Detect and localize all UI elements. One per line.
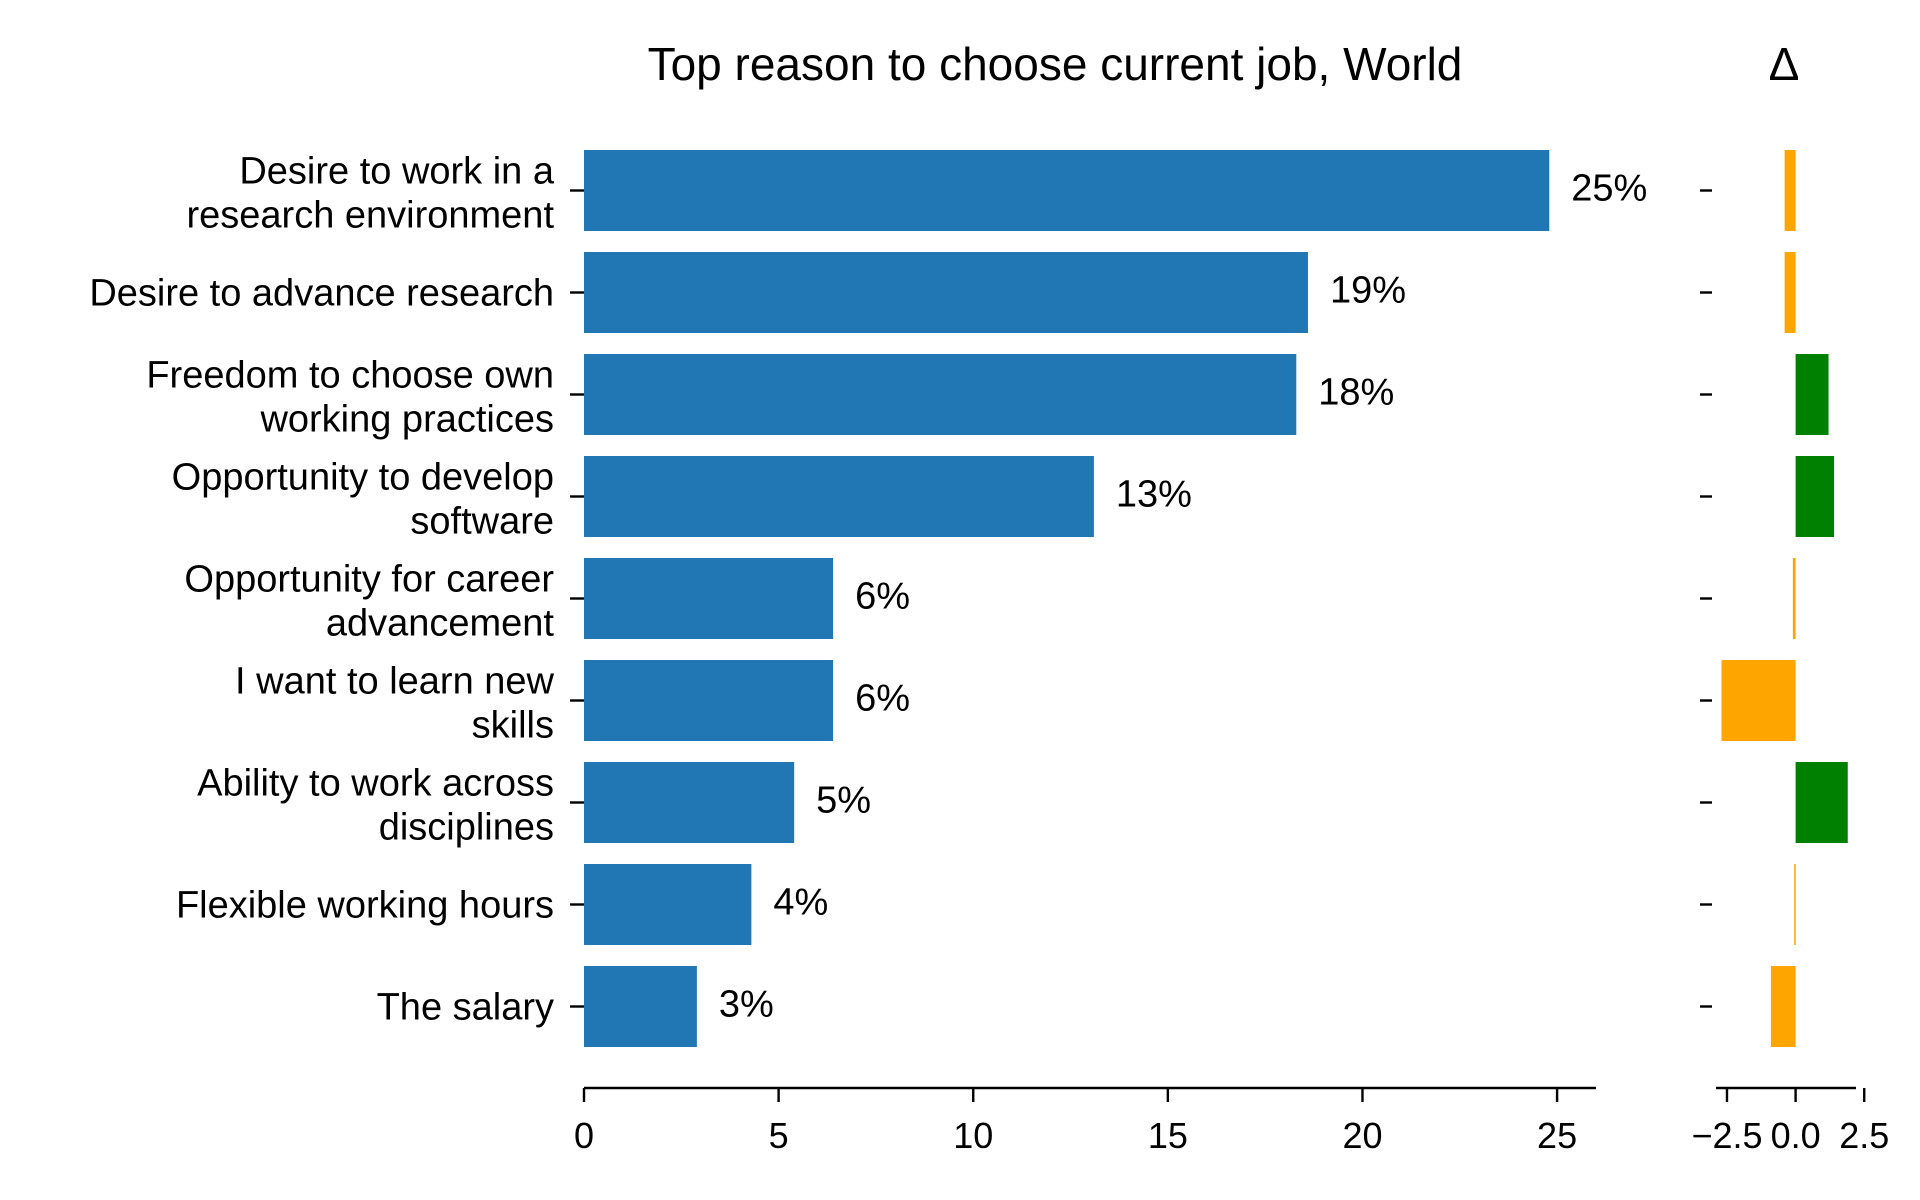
- delta-bar: [1792, 558, 1796, 639]
- delta-bar: [1770, 966, 1796, 1047]
- delta-bar: [1784, 252, 1796, 333]
- delta-bar: [1795, 456, 1835, 537]
- category-label: Opportunity to develop software: [172, 457, 554, 543]
- main-x-tick-label: 20: [1342, 1115, 1382, 1156]
- delta-x-tick-label: −2.5: [1691, 1115, 1762, 1156]
- main-x-tick-label: 0: [574, 1115, 594, 1156]
- delta-bar-chart: −2.5 0.0 2.5: [1691, 150, 1889, 1156]
- main-x-tick-label: 5: [769, 1115, 789, 1156]
- category-label: I want to learn new skills: [235, 661, 555, 747]
- main-bar: [584, 456, 1094, 537]
- category-label-line: software: [410, 501, 554, 543]
- value-label: 19%: [1330, 270, 1406, 312]
- value-label: 6%: [855, 678, 910, 720]
- category-label-line: Ability to work across: [197, 763, 554, 805]
- value-label: 6%: [855, 576, 910, 618]
- category-label-line: Flexible working hours: [176, 885, 554, 927]
- delta-x-tick-label: 2.5: [1839, 1115, 1889, 1156]
- category-label-line: working practices: [259, 399, 554, 441]
- category-label: The salary: [377, 987, 554, 1029]
- category-label: Freedom to choose own working practices: [146, 355, 554, 441]
- category-label-line: I want to learn new: [235, 661, 555, 703]
- main-bar: [584, 354, 1297, 435]
- value-label: 18%: [1318, 372, 1394, 414]
- value-label: 25%: [1571, 168, 1647, 210]
- value-label: 3%: [719, 984, 774, 1026]
- main-bar: [584, 558, 834, 639]
- delta-bar: [1795, 762, 1848, 843]
- delta-bar: [1795, 354, 1829, 435]
- category-label: Desire to work in a research environment: [186, 151, 554, 237]
- category-label: Opportunity for career advancement: [184, 559, 554, 645]
- category-label-line: research environment: [186, 195, 554, 237]
- delta-chart-title: Δ: [1769, 38, 1800, 90]
- main-bar: [584, 864, 752, 945]
- main-x-tick-label: 10: [953, 1115, 993, 1156]
- category-label: Ability to work across disciplines: [197, 763, 554, 849]
- category-label-line: Desire to work in a: [239, 151, 555, 193]
- category-label-line: Desire to advance research: [89, 273, 554, 315]
- main-x-tick-label: 25: [1537, 1115, 1577, 1156]
- value-label: 13%: [1116, 474, 1192, 516]
- category-label-line: Freedom to choose own: [146, 355, 554, 397]
- value-label: 4%: [773, 882, 828, 924]
- delta-bar: [1721, 660, 1796, 741]
- category-label-line: The salary: [377, 987, 554, 1029]
- category-label-line: advancement: [326, 603, 555, 645]
- delta-bar: [1794, 864, 1796, 945]
- category-label-line: Opportunity for career: [184, 559, 554, 601]
- main-x-tick-label: 15: [1148, 1115, 1188, 1156]
- value-label: 5%: [816, 780, 871, 822]
- category-label-line: disciplines: [379, 807, 554, 849]
- main-bar: [584, 966, 697, 1047]
- main-bar: [584, 762, 795, 843]
- delta-bar: [1784, 150, 1796, 231]
- category-label: Flexible working hours: [176, 885, 554, 927]
- main-bar-chart: Desire to work in a research environment 2…: [89, 150, 1647, 1156]
- chart-title: Top reason to choose current job, World: [648, 38, 1463, 90]
- main-bar: [584, 252, 1308, 333]
- main-bar: [584, 660, 834, 741]
- delta-x-tick-label: 0.0: [1771, 1115, 1821, 1156]
- category-label: Desire to advance research: [89, 273, 554, 315]
- main-bar: [584, 150, 1550, 231]
- category-label-line: Opportunity to develop: [172, 457, 554, 499]
- category-label-line: skills: [472, 705, 554, 747]
